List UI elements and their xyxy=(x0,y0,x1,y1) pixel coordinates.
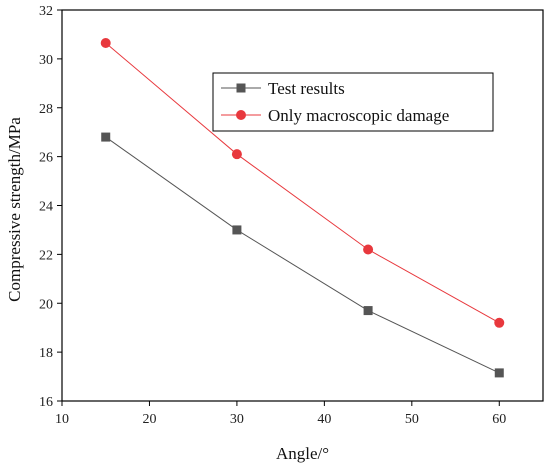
y-axis-ticks: 16 18 20 22 24 26 28 30 32 xyxy=(39,4,62,410)
y-axis-title: Compressive strength/MPa xyxy=(5,117,24,302)
y-tick-label: 20 xyxy=(39,297,53,312)
x-axis-title: Angle/° xyxy=(276,444,329,463)
data-point-circle xyxy=(231,149,242,160)
data-point-square xyxy=(101,132,111,142)
data-point-circle xyxy=(363,244,374,255)
x-tick-label: 30 xyxy=(230,412,244,427)
data-point-square xyxy=(232,225,242,235)
data-point-square xyxy=(363,306,373,316)
x-tick-label: 50 xyxy=(405,412,419,427)
y-tick-label: 22 xyxy=(39,248,53,263)
legend-box xyxy=(212,72,494,132)
y-tick-label: 30 xyxy=(39,53,53,68)
y-tick-label: 32 xyxy=(39,4,53,19)
legend-label: Only macroscopic damage xyxy=(268,106,449,125)
y-tick-label: 26 xyxy=(39,151,53,166)
series-lines xyxy=(105,42,500,374)
y-tick-label: 18 xyxy=(39,346,53,361)
data-point-circle xyxy=(100,37,111,48)
y-tick-label: 28 xyxy=(39,102,53,117)
data-point-circle xyxy=(494,317,505,328)
series-line-0 xyxy=(105,136,500,374)
plot-frame xyxy=(61,9,544,402)
legend-label: Test results xyxy=(268,79,345,98)
plot-border xyxy=(61,9,544,402)
x-tick-label: 10 xyxy=(55,412,69,427)
legend-marker-square xyxy=(236,83,246,93)
data-point-square xyxy=(494,368,504,378)
series-line-1 xyxy=(105,42,500,324)
x-tick-label: 40 xyxy=(317,412,331,427)
x-tick-label: 20 xyxy=(142,412,156,427)
legend: Test results Only macroscopic damage xyxy=(212,72,494,132)
legend-marker-circle xyxy=(236,110,246,120)
x-tick-label: 60 xyxy=(492,412,506,427)
y-tick-label: 24 xyxy=(39,200,53,215)
series-markers xyxy=(100,37,505,378)
y-tick-label: 16 xyxy=(39,395,53,410)
x-axis-ticks: 10 20 30 40 50 60 xyxy=(55,401,506,427)
